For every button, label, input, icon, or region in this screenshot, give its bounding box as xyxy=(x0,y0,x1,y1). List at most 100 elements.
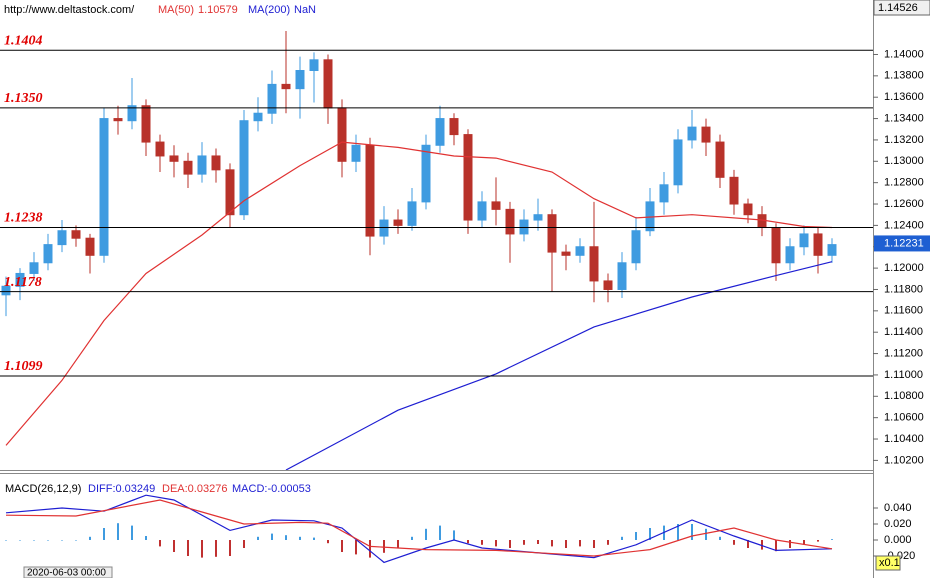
scale-box xyxy=(875,555,901,571)
candle-body xyxy=(435,118,445,146)
macd-bar xyxy=(593,540,595,548)
macd-bar xyxy=(747,540,749,548)
macd-bar xyxy=(719,536,721,540)
candle-body xyxy=(337,107,347,162)
candle-body xyxy=(323,59,333,109)
macd-bar xyxy=(453,530,455,540)
legend-value: 1.10579 xyxy=(198,4,238,16)
y-tick-label: 1.13200 xyxy=(884,134,924,146)
macd-bar xyxy=(285,535,287,540)
macd-bar xyxy=(173,540,175,552)
macd-bar xyxy=(257,536,259,540)
y-tick-label: 0.000 xyxy=(884,534,912,546)
y-tick-label: 1.10400 xyxy=(884,433,924,445)
level-label: 1.1238 xyxy=(4,211,43,226)
last-price-box xyxy=(874,235,930,252)
macd-title: MACD(26,12,9) xyxy=(5,483,81,495)
candle-body xyxy=(1,285,11,296)
candle-body xyxy=(141,105,151,143)
macd-bar xyxy=(341,540,343,552)
candle-body xyxy=(715,141,725,178)
level-label: 1.1350 xyxy=(4,91,43,106)
candle-body xyxy=(533,214,543,221)
candle-body xyxy=(799,233,809,248)
candle-body xyxy=(771,227,781,264)
candle-body xyxy=(365,144,375,237)
macd-bar xyxy=(789,540,791,548)
candle-body xyxy=(575,246,585,256)
macd-bar xyxy=(103,528,105,540)
candle-body xyxy=(281,83,291,90)
y-tick-label: 1.13400 xyxy=(884,112,924,124)
candle-body xyxy=(449,118,459,136)
macd-bar xyxy=(607,540,609,545)
candle-body xyxy=(99,118,109,256)
legend-name: MACD:-0.00053 xyxy=(232,483,311,495)
candle-body xyxy=(477,201,487,221)
macd-bar xyxy=(579,540,581,547)
y-tick-label: 1.13000 xyxy=(884,155,924,167)
candle-body xyxy=(421,144,431,203)
macd-bar xyxy=(117,523,119,540)
macd-bar xyxy=(677,524,679,540)
series-line xyxy=(5,494,833,564)
candle-body xyxy=(43,244,53,264)
y-tick-label: 1.12600 xyxy=(884,198,924,210)
candle-body xyxy=(645,201,655,232)
macd-bar xyxy=(61,540,63,541)
y-tick-label: 1.11200 xyxy=(884,347,923,359)
candle-body xyxy=(71,230,81,239)
macd-bar xyxy=(565,540,567,548)
macd-bar xyxy=(75,540,77,541)
candle-body xyxy=(169,155,179,162)
legend-name: DIFF:0.03249 xyxy=(88,483,155,495)
macd-bar xyxy=(131,525,133,540)
candle-body xyxy=(211,155,221,171)
y-tick-label: 0.020 xyxy=(884,518,912,530)
macd-bar xyxy=(383,540,385,553)
y-tick-label: 1.11600 xyxy=(884,305,923,317)
macd-bar xyxy=(467,540,469,544)
candle-body xyxy=(463,134,473,221)
axis-top-box xyxy=(873,0,930,16)
candle-body xyxy=(197,155,207,175)
macd-bar xyxy=(229,540,231,556)
source: http://www.deltastock.com/ xyxy=(4,4,135,16)
y-tick-label: 1.11800 xyxy=(884,283,923,295)
candle-body xyxy=(85,237,95,256)
candle-body xyxy=(757,214,767,229)
y-tick-label: 1.10200 xyxy=(884,454,924,466)
macd-bar xyxy=(481,540,483,545)
candle-body xyxy=(253,112,263,122)
date-box xyxy=(23,566,113,578)
macd-plot xyxy=(5,494,833,564)
macd-bar xyxy=(761,540,763,550)
candle-body xyxy=(29,262,39,274)
candle-body xyxy=(687,126,697,141)
candle-body xyxy=(57,230,67,246)
legend-value: NaN xyxy=(294,4,316,16)
macd-bar xyxy=(705,528,707,540)
scale-label: x0.1 xyxy=(879,557,900,569)
price-plot xyxy=(1,30,837,470)
candle-body xyxy=(673,139,683,186)
axis-top-label: 1.14526 xyxy=(878,2,918,14)
macd-bar xyxy=(523,540,525,545)
last-price-label: 1.12231 xyxy=(884,237,924,249)
macd-bar xyxy=(509,540,511,548)
macd-bar xyxy=(271,533,273,540)
macd-bar xyxy=(649,528,651,540)
macd-bar xyxy=(551,540,553,547)
macd-bar xyxy=(691,524,693,540)
macd-bar xyxy=(439,525,441,540)
macd-bar xyxy=(537,540,539,544)
macd-bar xyxy=(733,540,735,545)
candle-body xyxy=(379,219,389,237)
candle-body xyxy=(519,219,529,235)
macd-bar xyxy=(313,537,315,540)
macd-bar xyxy=(397,540,399,548)
macd-bar xyxy=(327,540,329,544)
candle-body xyxy=(617,262,627,290)
candle-body xyxy=(589,246,599,282)
